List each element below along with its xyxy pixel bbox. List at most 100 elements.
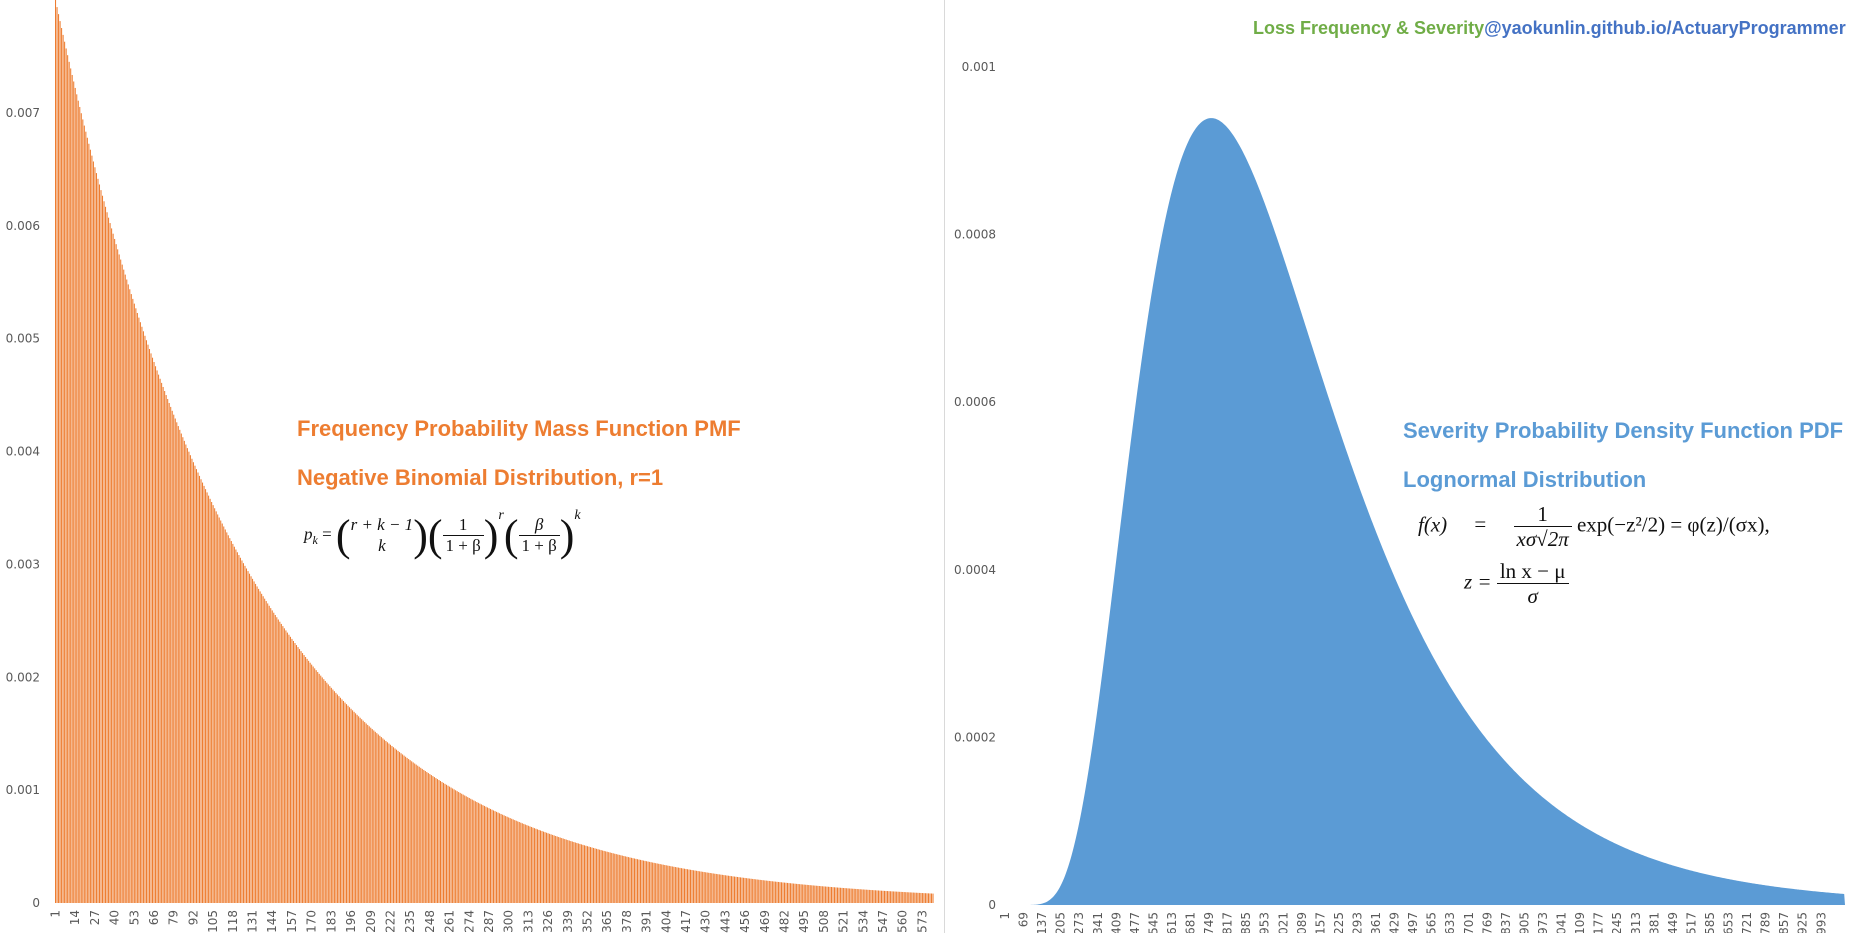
pmf-bar (148, 349, 151, 903)
x-tick-label: 837 (1499, 912, 1513, 933)
f-frac-num: 1 (1513, 502, 1572, 528)
pmf-bar (768, 880, 770, 903)
pmf-bar (733, 876, 736, 903)
pmf-bar (599, 849, 601, 903)
pmf-bar (153, 361, 155, 904)
pmf-bar (129, 289, 131, 903)
pmf-bar (639, 859, 642, 903)
pmf-bar (383, 739, 385, 903)
pmf-bar (582, 844, 584, 903)
pmf-bar (829, 886, 831, 903)
y-tick-label: 0 (32, 896, 40, 910)
pmf-bar (206, 492, 208, 903)
pmf-bar (382, 738, 384, 903)
pmf-bar (303, 655, 305, 903)
pmf-bar (421, 768, 423, 903)
pmf-bar (338, 696, 340, 903)
pmf-bar (700, 871, 702, 903)
pmf-bar (449, 786, 451, 903)
pmf-bar (606, 851, 608, 903)
pmf-bar (721, 874, 723, 903)
pmf-bar (462, 794, 464, 903)
x-tick-label: 721 (1740, 912, 1754, 933)
pmf-bar (617, 854, 619, 903)
pmf-bar (853, 888, 855, 903)
pmf-bar (114, 238, 116, 903)
pmf-bar (271, 610, 273, 903)
pmf-bar (508, 817, 510, 903)
frequency-pmf-chart: 0 0.001 0.002 0.003 0.004 0.005 0.006 0.007 1 14 2… (6, 0, 934, 933)
pmf-bar (859, 889, 861, 903)
pmf-bar (790, 883, 792, 903)
pmf-bar (91, 155, 93, 903)
pmf-bar (409, 760, 411, 903)
pmf-bar (320, 675, 322, 903)
pmf-bar (329, 686, 331, 903)
pmf-bar (758, 879, 760, 903)
pmf-bar (418, 766, 420, 903)
pmf-bar (453, 789, 455, 903)
frequency-subtitle: Negative Binomial Distribution, r=1 (297, 465, 664, 490)
pmf-bar (276, 617, 278, 903)
pmf-bar (840, 887, 842, 903)
f-fraction: 1 xσ√2π (1513, 502, 1572, 551)
pmf-bar (486, 807, 488, 903)
pmf-bar (873, 890, 875, 903)
pmf-bar (464, 795, 466, 903)
pmf-bar (426, 772, 428, 903)
pmf-bar (609, 852, 611, 903)
pmf-bar (705, 872, 707, 903)
x-tick-label: 1 (49, 910, 63, 918)
z-lhs: z = (1464, 569, 1492, 594)
pmf-bar (899, 891, 901, 903)
pmf-bar (811, 885, 813, 903)
y-tick-label: 0.007 (6, 106, 40, 120)
pmf-bar (638, 859, 640, 903)
pmf-bar (535, 828, 537, 903)
pmf-bar (841, 887, 843, 903)
pmf-bar (227, 535, 229, 903)
pmf-bar (847, 888, 849, 903)
pmf-bar (302, 653, 304, 903)
pmf-bar (921, 893, 923, 903)
pmf-bar (674, 867, 676, 903)
pmf-bar (236, 552, 238, 903)
pmf-bar (667, 865, 669, 903)
pmf-bar (539, 830, 542, 903)
pmf-bar (923, 893, 925, 903)
pmf-bar (583, 845, 585, 903)
x-tick-label: 449 (1666, 912, 1680, 933)
pmf-bar (62, 34, 64, 903)
pmf-bar (235, 549, 237, 903)
pmf-bar (846, 888, 848, 903)
pmf-bar (817, 885, 819, 903)
x-tick-label: 365 (600, 910, 614, 933)
pmf-bar (546, 832, 548, 903)
pmf-bar (88, 143, 90, 904)
x-tick-label: 417 (679, 910, 693, 933)
pmf-bar (158, 374, 160, 903)
pmf-bar (395, 749, 398, 903)
pmf-bar (121, 264, 123, 904)
pmf-bar (244, 565, 246, 903)
pmf-bar (174, 418, 176, 903)
pmf-bar (67, 55, 69, 904)
pmf-bar (759, 879, 761, 903)
pmf-bar (162, 386, 164, 904)
pmf-bar (221, 523, 223, 903)
pmf-bar (192, 462, 194, 903)
y-tick-label: 0.0008 (954, 228, 996, 242)
pmf-bar (455, 790, 457, 903)
pmf-bar (767, 880, 769, 903)
x-tick-label: 27 (88, 910, 102, 925)
pmf-bar (100, 190, 102, 903)
y-tick-label: 0.0004 (954, 563, 996, 577)
pmf-bar (355, 713, 357, 903)
x-tick-label: 248 (423, 910, 437, 933)
pmf-bar (786, 882, 789, 903)
f-rest: exp(−z²/2) = φ(z)/(σx), (1576, 512, 1770, 537)
pmf-bar (832, 887, 834, 903)
pmf-bar (321, 677, 323, 903)
pmf-bar (756, 879, 758, 903)
pmf-bar (202, 482, 204, 903)
